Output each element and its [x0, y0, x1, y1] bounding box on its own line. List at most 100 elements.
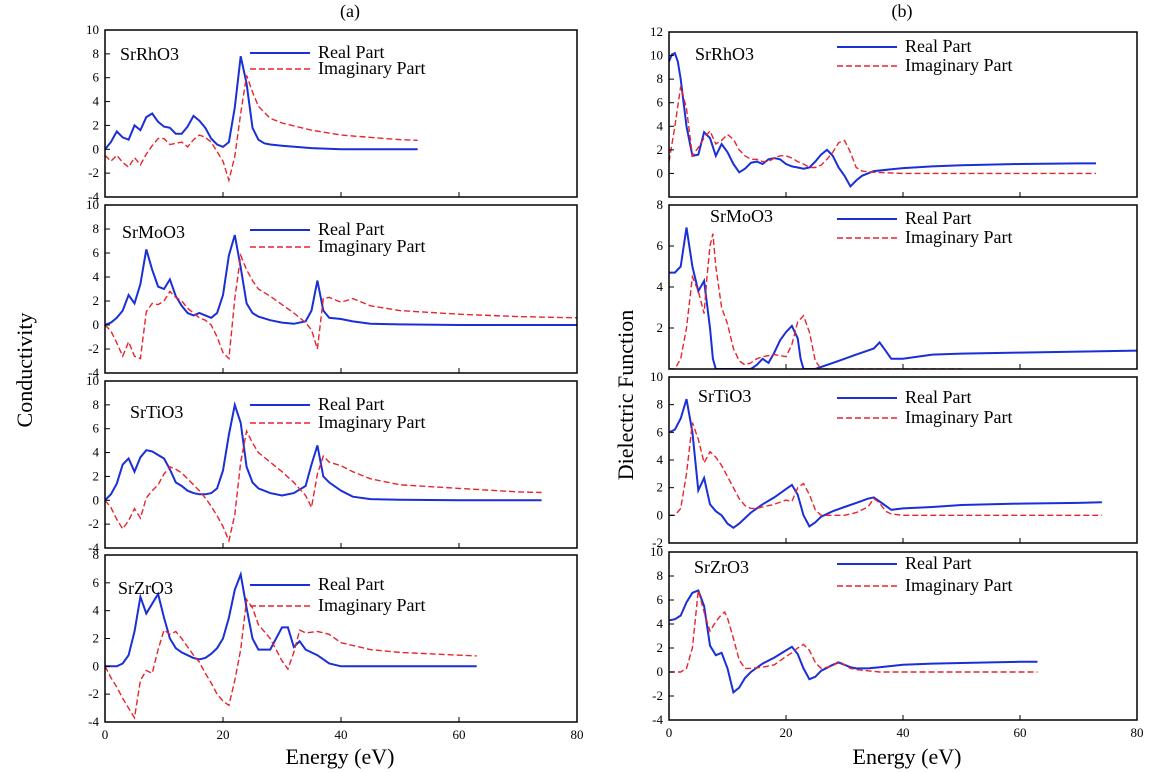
y-tick-label: 0	[93, 658, 100, 673]
x-tick-label: 0	[666, 725, 673, 740]
series-imaginary-line	[669, 233, 962, 369]
material-label: SrRhO3	[695, 44, 754, 64]
legend-label-imaginary: Imaginary Part	[905, 407, 1012, 427]
x-tick-label: 40	[335, 727, 348, 742]
y-tick-label: 2	[93, 293, 100, 308]
subplot-b-srzro3: -4 -2 0 2 4 6 8 10 0 20 40 60 80 SrZrO3 Real PartImagi…	[650, 544, 1144, 740]
legend-label-real: Real Part	[318, 394, 384, 414]
y-tick-label: 4	[93, 445, 100, 460]
legend-label-imaginary: Imaginary Part	[905, 227, 1012, 247]
y-tick-label: 4	[657, 279, 664, 294]
material-label: SrZrO3	[694, 557, 749, 577]
series-imaginary-line	[105, 428, 542, 544]
material-label: SrZrO3	[118, 578, 173, 598]
y-tick-label: 8	[657, 568, 664, 583]
material-label: SrRhO3	[120, 44, 179, 64]
y-tick-label: 4	[93, 269, 100, 284]
x-tick-label: 80	[571, 727, 584, 742]
y-tick-label: -2	[88, 341, 99, 356]
y-tick-label: 6	[93, 245, 100, 260]
y-tick-label: 4	[93, 603, 100, 618]
y-tick-label: -4	[88, 540, 99, 555]
legend-label-real: Real Part	[905, 553, 971, 573]
panel-title-a: (a)	[340, 1, 360, 22]
y-tick-label: 6	[93, 70, 100, 85]
xlabel-energy-b: Energy (eV)	[853, 744, 962, 769]
series-real-line	[105, 570, 477, 668]
series-real-line	[669, 51, 1096, 189]
y-tick-label: 4	[657, 616, 664, 631]
legend-label-imaginary: Imaginary Part	[318, 412, 425, 432]
x-tick-label: 20	[217, 727, 230, 742]
y-tick-label: 10	[650, 48, 663, 63]
material-label: SrTiO3	[698, 386, 751, 406]
y-tick-label: -2	[88, 516, 99, 531]
y-tick-label: -4	[88, 365, 99, 380]
y-tick-label: 2	[657, 142, 664, 157]
y-tick-label: 2	[93, 117, 100, 132]
legend-label-imaginary: Imaginary Part	[905, 55, 1012, 75]
legend-label-real: Real Part	[905, 208, 971, 228]
series-real-line	[669, 227, 1137, 369]
y-tick-label: 6	[657, 424, 664, 439]
y-tick-label: 4	[657, 118, 664, 133]
legend-label-imaginary: Imaginary Part	[318, 236, 425, 256]
legend-label-real: Real Part	[905, 36, 971, 56]
y-tick-label: 8	[93, 397, 100, 412]
legend-label-real: Real Part	[318, 219, 384, 239]
y-tick-label: 2	[657, 480, 664, 495]
y-tick-label: 10	[86, 373, 99, 388]
series-real-line	[105, 55, 418, 151]
y-tick-label: 8	[657, 397, 664, 412]
series-real-line	[669, 398, 1102, 530]
y-tick-label: -2	[652, 688, 663, 703]
series-real-line	[669, 589, 1038, 695]
y-tick-label: -2	[652, 535, 663, 550]
series-imaginary-line	[669, 422, 1102, 516]
x-tick-label: 0	[102, 727, 109, 742]
ylabel-conductivity: Conductivity	[12, 313, 37, 428]
y-tick-label: 2	[657, 320, 664, 335]
y-tick-label: 0	[93, 141, 100, 156]
xlabel-energy-a: Energy (eV)	[286, 744, 395, 769]
y-tick-label: 10	[86, 197, 99, 212]
legend-label-real: Real Part	[905, 387, 971, 407]
series-imaginary-line	[105, 252, 577, 361]
series-real-line	[105, 400, 542, 502]
x-tick-label: 80	[1131, 725, 1144, 740]
legend-label-imaginary: Imaginary Part	[318, 58, 425, 78]
y-tick-label: 10	[650, 369, 663, 384]
y-tick-label: -4	[88, 714, 99, 729]
panel-title-b: (b)	[892, 1, 913, 22]
x-tick-label: 60	[453, 727, 466, 742]
y-tick-label: 0	[657, 165, 664, 180]
plot-frame	[668, 204, 1138, 370]
material-label: SrMoO3	[710, 206, 773, 226]
y-tick-label: 8	[93, 221, 100, 236]
legend-label-real: Real Part	[318, 42, 384, 62]
y-tick-label: 6	[93, 421, 100, 436]
x-tick-label: 20	[780, 725, 793, 740]
y-tick-label: 4	[657, 452, 664, 467]
y-tick-label: -4	[652, 712, 663, 727]
series-imaginary-line	[105, 597, 477, 720]
series-imaginary-line	[669, 86, 1096, 175]
y-tick-label: 0	[93, 317, 100, 332]
y-tick-label: 2	[93, 631, 100, 646]
y-tick-label: 0	[657, 507, 664, 522]
plot-frame	[668, 551, 1138, 721]
y-tick-label: 10	[650, 544, 663, 559]
y-tick-label: 12	[650, 24, 663, 39]
